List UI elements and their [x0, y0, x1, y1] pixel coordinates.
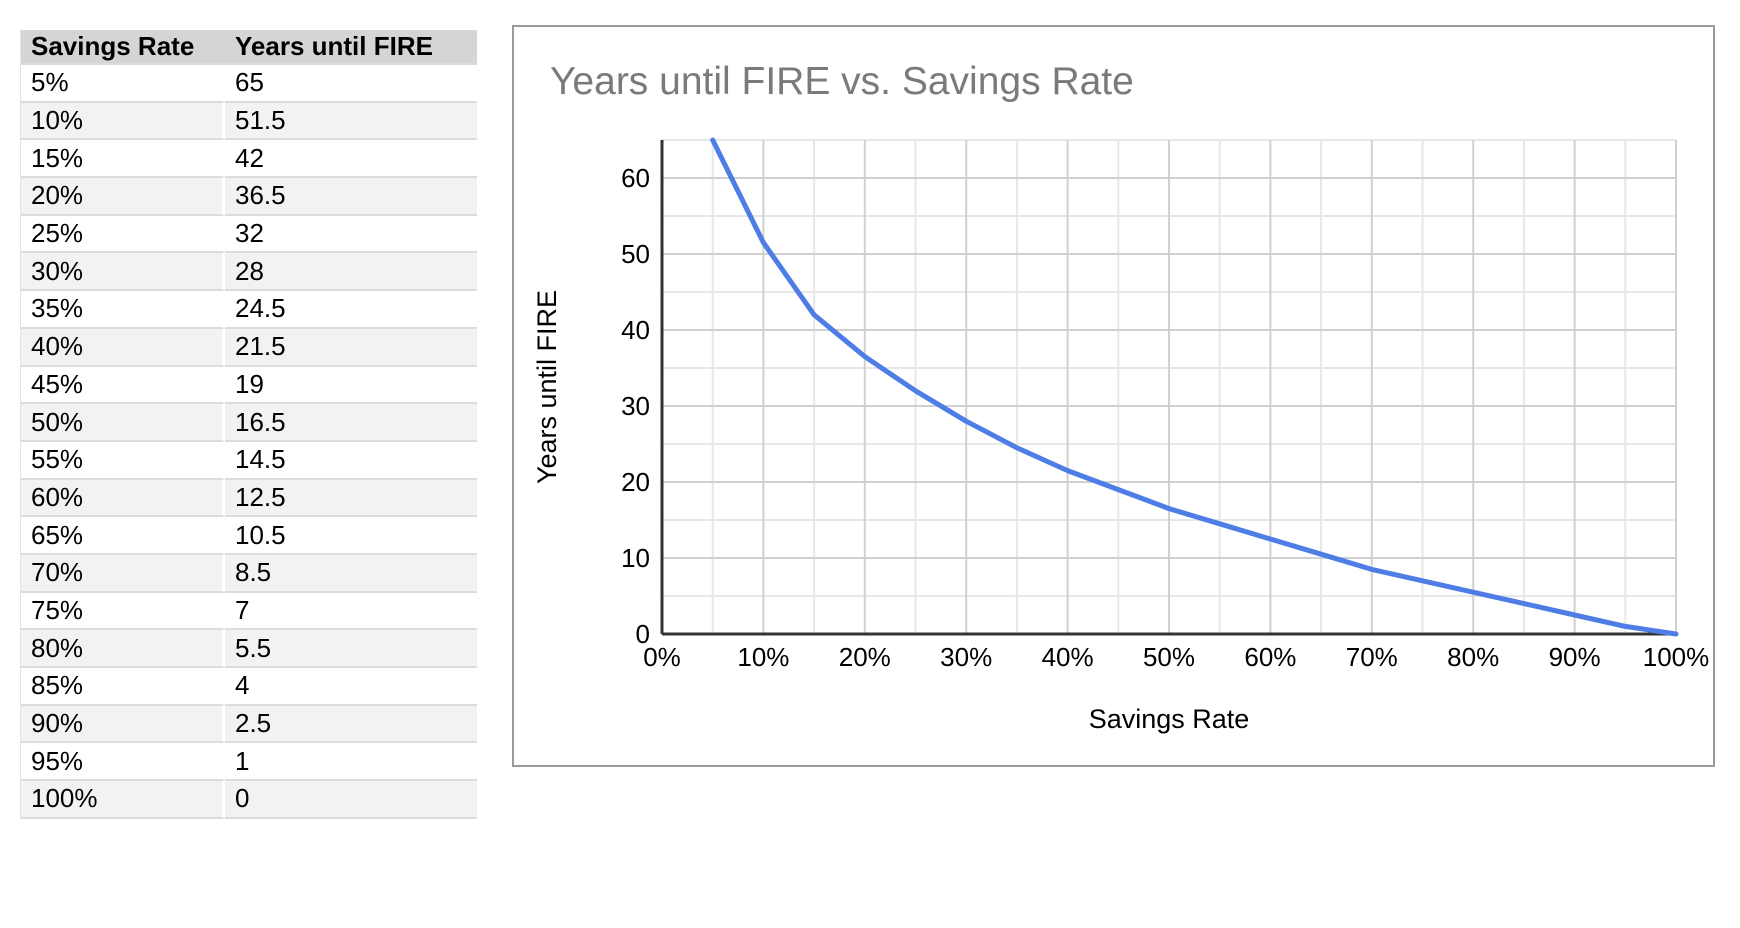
- years-until-fire-cell: 21.5: [225, 328, 477, 367]
- data-line-series: [710, 137, 1679, 637]
- savings-rate-cell: 75%: [21, 592, 225, 631]
- years-until-fire-cell: 28: [225, 253, 477, 292]
- years-until-fire-cell: 2.5: [225, 705, 477, 744]
- years-until-fire-cell: 0: [225, 781, 477, 819]
- years-until-fire-cell: 19: [225, 366, 477, 405]
- x-tick-label: 60%: [1244, 642, 1296, 672]
- savings-rate-cell: 30%: [21, 253, 225, 292]
- x-axis-title: Savings Rate: [1089, 704, 1250, 734]
- table-body: 5% 65 10% 51.5 15% 42 20% 36.5 25% 32 30% 28 35% 24.5…: [21, 65, 477, 819]
- header-years-until-fire: Years until FIRE: [225, 30, 477, 65]
- table-row: 15% 42: [21, 140, 477, 179]
- y-tick-label: 30: [621, 391, 650, 421]
- savings-rate-cell: 10%: [21, 102, 225, 141]
- table-row: 50% 16.5: [21, 404, 477, 442]
- savings-rate-cell: 60%: [21, 479, 225, 518]
- savings-rate-cell: 95%: [21, 743, 225, 782]
- table-row: 85% 4: [21, 668, 477, 706]
- table-row: 10% 51.5: [21, 102, 477, 141]
- y-tick-label: 40: [621, 315, 650, 345]
- y-tick-label: 60: [621, 163, 650, 193]
- header-savings-rate: Savings Rate: [21, 30, 225, 65]
- table-row: 65% 10.5: [21, 517, 477, 555]
- y-tick-label: 50: [621, 239, 650, 269]
- table-row: 80% 5.5: [21, 630, 477, 668]
- x-tick-label: 90%: [1549, 642, 1601, 672]
- x-tick-label: 70%: [1346, 642, 1398, 672]
- x-tick-label: 20%: [839, 642, 891, 672]
- table-row: 40% 21.5: [21, 328, 477, 367]
- x-tick-label: 100%: [1643, 642, 1710, 672]
- years-until-fire-cell: 14.5: [225, 441, 477, 480]
- years-until-fire-cell: 1: [225, 743, 477, 782]
- chart-title: Years until FIRE vs. Savings Rate: [550, 60, 1134, 103]
- x-tick-label: 30%: [940, 642, 992, 672]
- table-header-row: Savings Rate Years until FIRE: [21, 30, 477, 65]
- years-until-fire-cell: 36.5: [225, 178, 477, 216]
- table-row: 5% 65: [21, 65, 477, 103]
- years-until-fire-cell: 8.5: [225, 554, 477, 593]
- table-row: 90% 2.5: [21, 705, 477, 744]
- savings-rate-cell: 40%: [21, 328, 225, 367]
- savings-rate-cell: 100%: [21, 781, 225, 819]
- y-tick-label: 20: [621, 467, 650, 497]
- savings-rate-cell: 5%: [21, 65, 225, 103]
- table-row: 30% 28: [21, 253, 477, 292]
- years-until-fire-cell: 5.5: [225, 630, 477, 668]
- savings-rate-cell: 20%: [21, 178, 225, 216]
- table-row: 35% 24.5: [21, 291, 477, 329]
- savings-rate-cell: 65%: [21, 517, 225, 555]
- savings-rate-cell: 50%: [21, 404, 225, 442]
- years-until-fire-cell: 24.5: [225, 291, 477, 329]
- line-chart: 0 10 20 30 40 50 60 0% 10% 20% 30% 40% 50% 60% 70% 80% 9…: [532, 137, 1710, 734]
- table-row: 95% 1: [21, 743, 477, 782]
- years-until-fire-cell: 16.5: [225, 404, 477, 442]
- years-until-fire-cell: 51.5: [225, 102, 477, 141]
- x-tick-label: 40%: [1042, 642, 1094, 672]
- x-tick-label: 0%: [643, 642, 681, 672]
- years-until-fire-cell: 65: [225, 65, 477, 103]
- table-row: 55% 14.5: [21, 441, 477, 480]
- years-until-fire-cell: 12.5: [225, 479, 477, 518]
- table-row: 45% 19: [21, 366, 477, 405]
- chart-container: Years until FIRE vs. Savings Rate 0 10 20 3…: [512, 25, 1715, 767]
- x-tick-label: 80%: [1447, 642, 1499, 672]
- table-row: 25% 32: [21, 215, 477, 254]
- savings-rate-cell: 45%: [21, 366, 225, 405]
- years-until-fire-cell: 32: [225, 215, 477, 254]
- years-until-fire-cell: 4: [225, 668, 477, 706]
- y-axis-title: Years until FIRE: [532, 290, 562, 484]
- y-tick-label: 0: [636, 619, 650, 649]
- years-until-fire-cell: 42: [225, 140, 477, 179]
- table-row: 100% 0: [21, 781, 477, 819]
- table-row: 20% 36.5: [21, 178, 477, 216]
- savings-rate-cell: 55%: [21, 441, 225, 480]
- savings-rate-cell: 90%: [21, 705, 225, 744]
- savings-rate-cell: 25%: [21, 215, 225, 254]
- table-row: 70% 8.5: [21, 554, 477, 593]
- years-until-fire-cell: 7: [225, 592, 477, 631]
- savings-rate-cell: 80%: [21, 630, 225, 668]
- table-row: 60% 12.5: [21, 479, 477, 518]
- savings-rate-cell: 85%: [21, 668, 225, 706]
- savings-rate-cell: 70%: [21, 554, 225, 593]
- years-until-fire-cell: 10.5: [225, 517, 477, 555]
- x-tick-label: 10%: [737, 642, 789, 672]
- savings-fire-table: Savings Rate Years until FIRE 5% 65 10% 51.…: [20, 30, 477, 819]
- savings-rate-cell: 35%: [21, 291, 225, 329]
- x-tick-label: 50%: [1143, 642, 1195, 672]
- table-row: 75% 7: [21, 592, 477, 631]
- y-tick-label: 10: [621, 543, 650, 573]
- savings-rate-cell: 15%: [21, 140, 225, 179]
